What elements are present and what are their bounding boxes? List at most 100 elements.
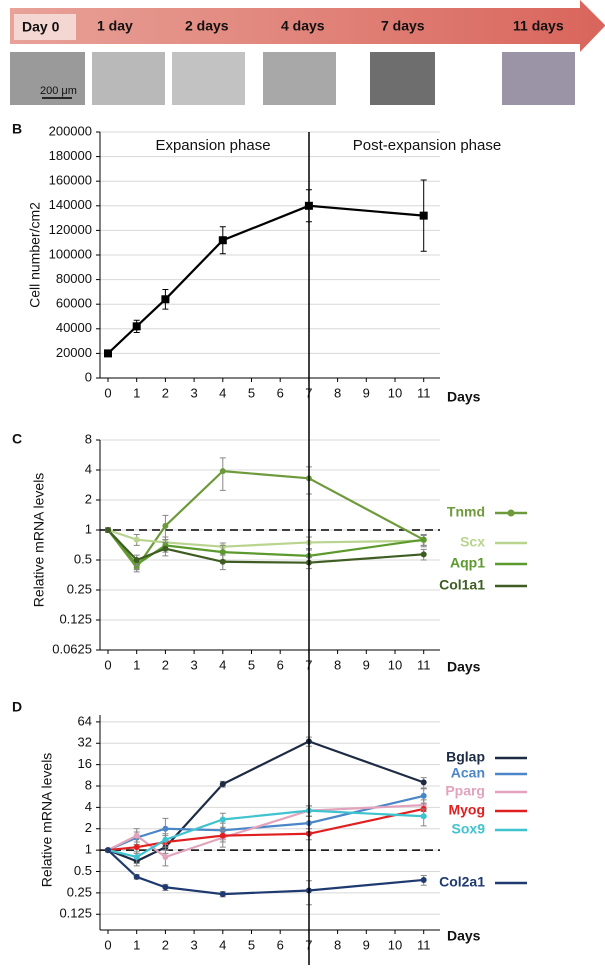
x-tick-label: 4 bbox=[219, 385, 226, 400]
legend-label: Pparg bbox=[445, 783, 485, 799]
data-point bbox=[133, 832, 140, 839]
data-point bbox=[219, 558, 226, 565]
x-tick-label: 0 bbox=[104, 937, 111, 952]
y-tick-label: 16 bbox=[78, 756, 92, 771]
data-point bbox=[420, 876, 427, 883]
data-point bbox=[420, 536, 427, 543]
data-point bbox=[219, 891, 226, 898]
data-line bbox=[107, 804, 424, 859]
x-axis-title: Days bbox=[447, 389, 481, 405]
y-axis-title: Relative mRNA levels bbox=[31, 473, 47, 608]
x-tick-label: 10 bbox=[388, 657, 402, 672]
micrograph bbox=[263, 52, 336, 105]
y-tick-label: 8 bbox=[85, 777, 92, 792]
timeline-label: 4 days bbox=[281, 18, 325, 34]
x-tick-label: 0 bbox=[104, 657, 111, 672]
x-tick-label: 2 bbox=[162, 385, 169, 400]
x-tick-label: 1 bbox=[133, 385, 140, 400]
data-point bbox=[218, 236, 227, 245]
x-tick-label: 3 bbox=[190, 657, 197, 672]
data-line bbox=[107, 529, 424, 564]
x-tick-label: 4 bbox=[219, 937, 226, 952]
data-line bbox=[107, 469, 425, 570]
data-point bbox=[162, 545, 169, 552]
y-tick-label: 64 bbox=[78, 713, 92, 728]
legend-label: Col2a1 bbox=[439, 874, 485, 890]
data-point bbox=[420, 813, 427, 820]
timeline-arrow bbox=[10, 0, 605, 52]
y-tick-label: 20000 bbox=[56, 345, 92, 360]
data-point bbox=[219, 549, 226, 556]
data-point bbox=[105, 527, 111, 533]
y-tick-label: 100000 bbox=[49, 246, 92, 261]
x-tick-label: 2 bbox=[162, 937, 169, 952]
y-tick-label: 1 bbox=[85, 521, 92, 536]
legend-label: Scx bbox=[460, 534, 485, 550]
x-tick-label: 9 bbox=[363, 385, 370, 400]
x-tick-label: 6 bbox=[277, 937, 284, 952]
x-tick-label: 0 bbox=[104, 385, 111, 400]
x-tick-label: 11 bbox=[417, 937, 431, 952]
data-point bbox=[161, 295, 170, 304]
data-point bbox=[133, 536, 140, 543]
x-tick-label: 1 bbox=[133, 937, 140, 952]
data-point bbox=[162, 854, 169, 861]
micrograph bbox=[10, 52, 85, 105]
legend-label: Aqp1 bbox=[450, 555, 485, 571]
x-tick-label: 8 bbox=[334, 657, 341, 672]
x-tick-label: 1 bbox=[133, 657, 140, 672]
legend-label: Myog bbox=[448, 802, 485, 818]
x-tick-label: 3 bbox=[190, 385, 197, 400]
label-box bbox=[14, 14, 76, 40]
data-point bbox=[420, 792, 427, 799]
data-point bbox=[104, 349, 112, 358]
y-tick-label: 32 bbox=[78, 735, 92, 750]
y-tick-label: 1 bbox=[85, 842, 92, 857]
x-tick-label: 4 bbox=[219, 657, 226, 672]
x-tick-label: 9 bbox=[363, 657, 370, 672]
data-line bbox=[107, 529, 424, 567]
y-axis-title: Relative mRNA levels bbox=[39, 753, 55, 888]
x-tick-label: 2 bbox=[162, 657, 169, 672]
y-tick-label: 0.5 bbox=[74, 551, 92, 566]
x-tick-label: 6 bbox=[277, 657, 284, 672]
data-point bbox=[162, 836, 169, 843]
y-tick-label: 60000 bbox=[56, 296, 92, 311]
legend-label: Acan bbox=[451, 765, 485, 781]
y-tick-label: 0.25 bbox=[67, 581, 92, 596]
data-point bbox=[133, 873, 140, 880]
x-tick-label: 5 bbox=[248, 385, 255, 400]
x-tick-label: 10 bbox=[388, 385, 402, 400]
panel-label: D bbox=[12, 699, 22, 715]
y-tick-label: 0 bbox=[85, 369, 92, 384]
y-tick-label: 140000 bbox=[49, 197, 92, 212]
data-line bbox=[107, 740, 425, 863]
data-point bbox=[133, 844, 140, 851]
legend-marker bbox=[507, 509, 515, 517]
y-tick-label: 0.5 bbox=[74, 863, 92, 878]
data-point bbox=[105, 847, 111, 854]
data-point bbox=[162, 522, 169, 529]
x-tick-label: 6 bbox=[277, 385, 284, 400]
data-point bbox=[219, 468, 226, 475]
y-tick-label: 0.0625 bbox=[52, 641, 92, 656]
y-tick-label: 0.25 bbox=[67, 884, 92, 899]
annotation: Post-expansion phase bbox=[353, 137, 501, 154]
x-tick-label: 8 bbox=[334, 385, 341, 400]
x-axis-title: Days bbox=[447, 659, 481, 675]
timeline-label: Day 0 bbox=[22, 19, 60, 35]
timeline-label: 11 days bbox=[513, 18, 564, 34]
data-point bbox=[132, 322, 141, 331]
micrograph bbox=[502, 52, 575, 105]
legend-label: Col1a1 bbox=[439, 577, 485, 593]
legend-label: Bglap bbox=[446, 749, 485, 765]
y-tick-label: 4 bbox=[85, 461, 92, 476]
data-point bbox=[133, 557, 140, 563]
data-point bbox=[420, 551, 427, 558]
x-tick-label: 8 bbox=[334, 937, 341, 952]
x-tick-label: 5 bbox=[248, 657, 255, 672]
y-axis-title: Cell number/cm2 bbox=[27, 202, 43, 308]
data-point bbox=[420, 779, 427, 786]
annotation: Expansion phase bbox=[155, 137, 270, 154]
